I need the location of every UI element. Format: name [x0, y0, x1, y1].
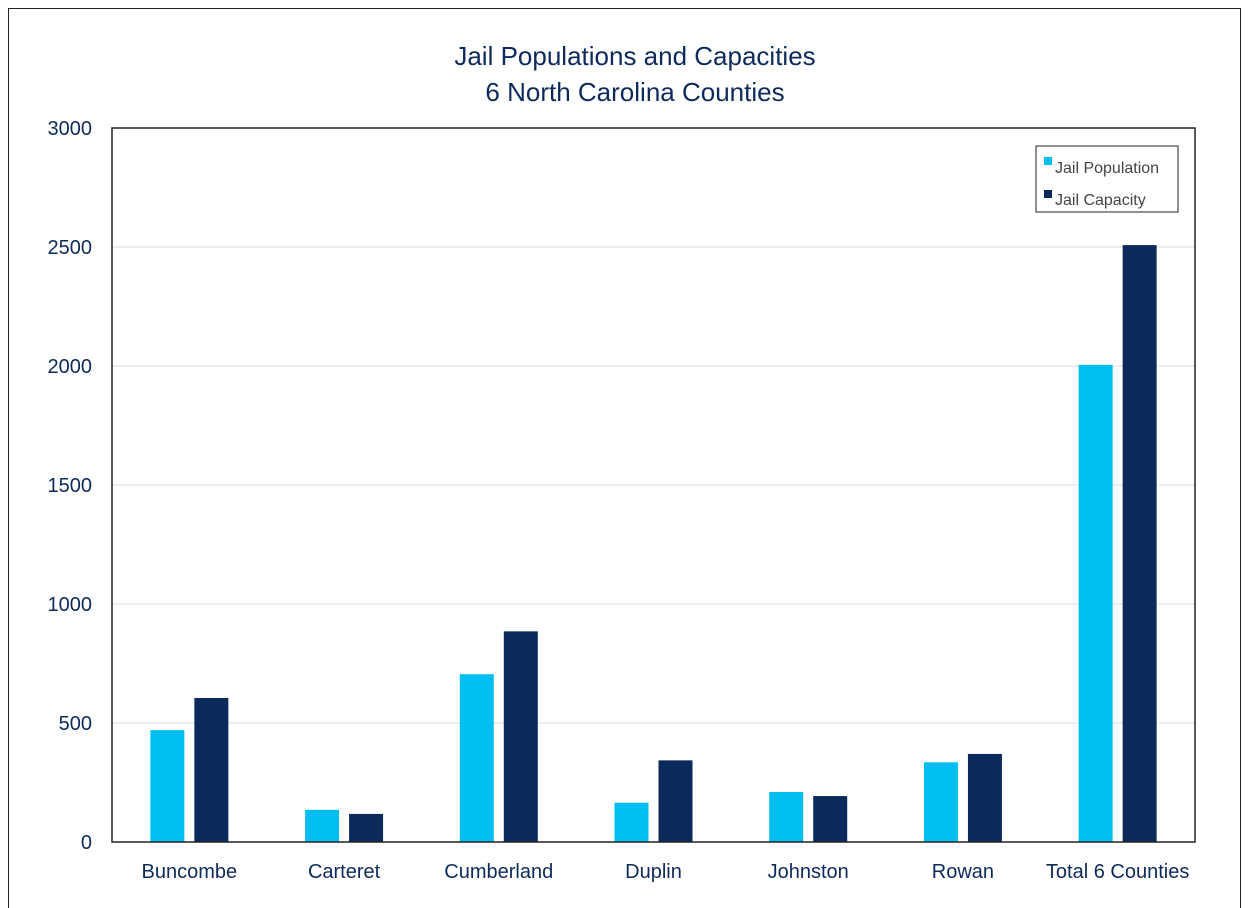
plot-area-border	[111, 127, 1196, 843]
x-tick-label: Duplin	[625, 861, 682, 883]
legend-label-jail-population: Jail Population	[1055, 160, 1159, 177]
legend-swatch-jail-population	[1044, 157, 1052, 165]
chart-title: Jail Populations and Capacities	[454, 41, 815, 71]
legend: Jail Population Jail Capacity	[1035, 145, 1179, 213]
x-axis-ticks: Buncombe Carteret Cumberland Duplin Johnston…	[142, 861, 1190, 883]
y-tick-label: 500	[59, 713, 92, 735]
bar-jail-capacity	[1122, 245, 1157, 842]
bar-jail-capacity	[658, 760, 693, 842]
chart-frame	[8, 8, 1241, 908]
bar-jail-population	[150, 730, 185, 842]
bar-jail-capacity	[503, 631, 538, 842]
y-tick-label: 1000	[48, 594, 93, 616]
y-axis-ticks: 0 500 1000 1500 2000 2500 3000	[48, 118, 93, 854]
y-tick-label: 0	[81, 832, 92, 854]
x-tick-label: Carteret	[308, 861, 381, 883]
bars	[150, 245, 1157, 842]
x-tick-label: Cumberland	[444, 861, 553, 883]
gridlines	[112, 246, 1195, 724]
x-tick-label: Buncombe	[142, 861, 238, 883]
bar-jail-capacity	[813, 796, 848, 842]
x-tick-label: Total 6 Counties	[1046, 861, 1189, 883]
x-tick-label: Johnston	[768, 861, 849, 883]
bar-jail-capacity	[967, 753, 1002, 842]
bar-jail-population	[923, 762, 958, 842]
bar-jail-capacity	[349, 813, 384, 842]
legend-swatch-jail-capacity	[1044, 190, 1052, 198]
y-tick-label: 3000	[48, 118, 93, 140]
chart-subtitle: 6 North Carolina Counties	[485, 77, 784, 107]
y-tick-label: 1500	[48, 475, 93, 497]
bar-jail-population	[769, 792, 804, 842]
legend-box	[1035, 145, 1179, 213]
bar-jail-population	[614, 802, 649, 842]
legend-label-jail-capacity: Jail Capacity	[1055, 192, 1146, 209]
bar-jail-population	[1078, 364, 1113, 842]
bar-jail-capacity	[194, 698, 229, 842]
x-tick-label: Rowan	[932, 861, 994, 883]
y-tick-label: 2000	[48, 356, 93, 378]
bar-jail-population	[305, 809, 340, 842]
bar-jail-population	[459, 674, 494, 842]
y-tick-label: 2500	[48, 237, 93, 259]
